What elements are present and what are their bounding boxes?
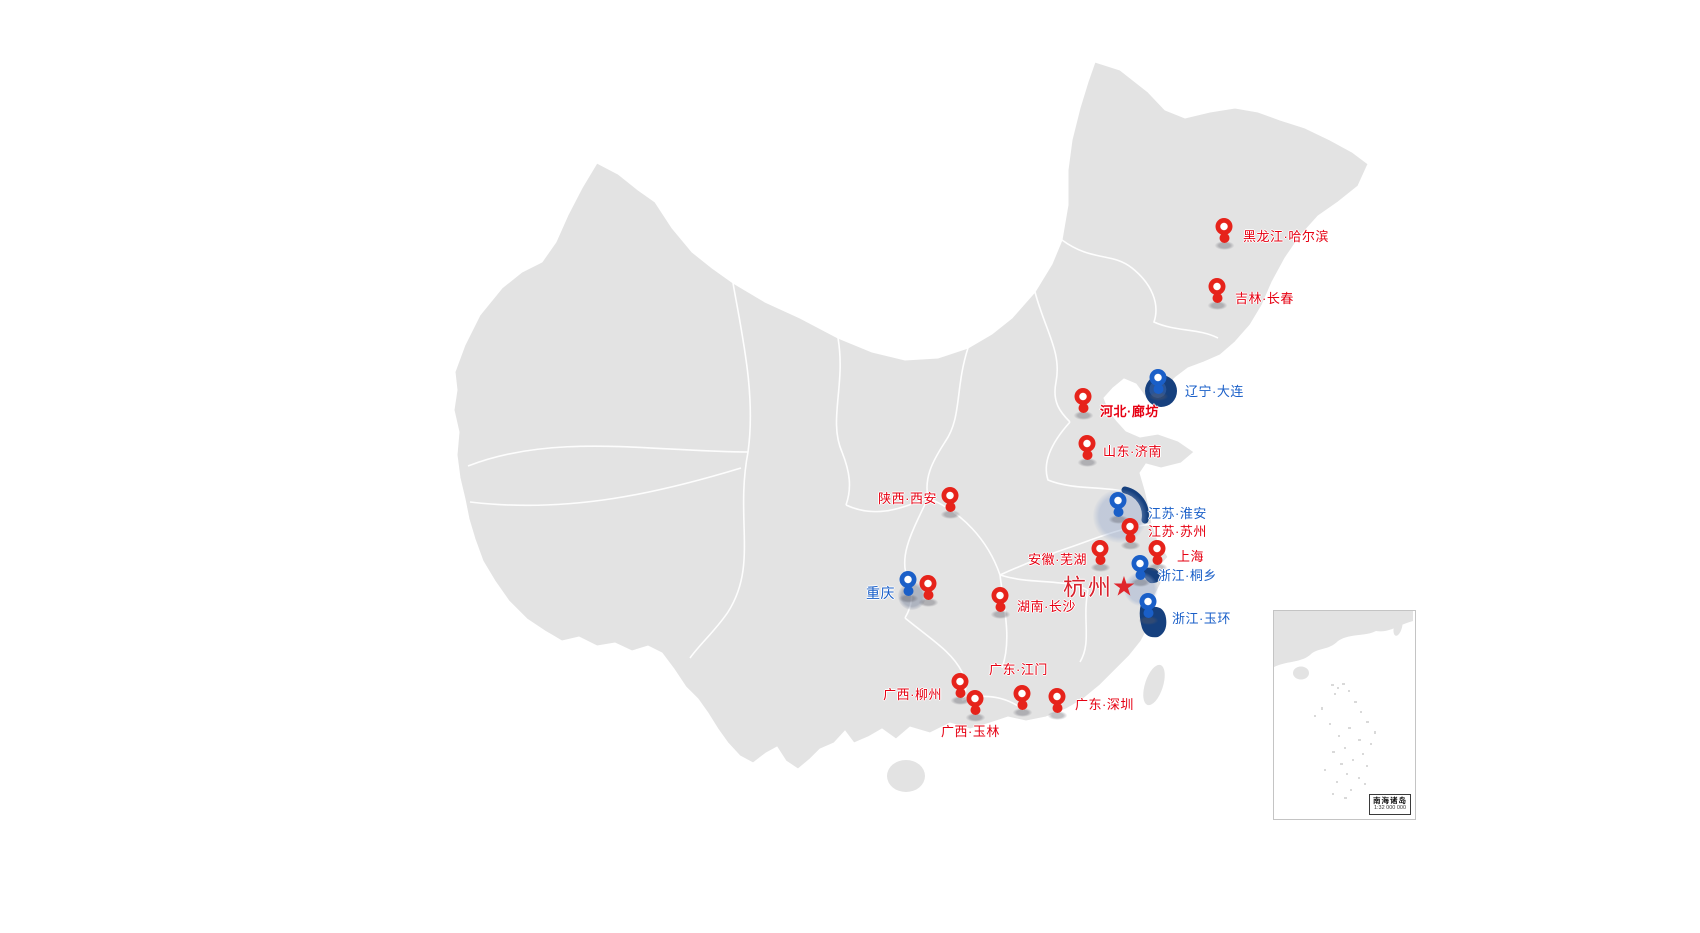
map-pin-jiangsu-huaian[interactable] [1108,492,1128,524]
pin-shadow [1147,563,1167,572]
map-pin-label-shandong-jinan: 山东·济南 [1103,444,1162,459]
taiwan-island [1143,664,1165,706]
pin-shadow [965,713,985,722]
inset-taiwan [1393,618,1403,636]
map-pin-label-zhejiang-tongxiang: 浙江·桐乡 [1158,568,1217,583]
pin-shadow [940,510,960,519]
pin-shadow [1214,241,1234,250]
map-pin-chongqing[interactable] [898,571,918,603]
pin-shadow [1148,392,1168,401]
map-pin-label-zhejiang-yuhuan: 浙江·玉环 [1172,611,1231,626]
map-pin-jiangsu-suzhou[interactable] [1120,518,1140,550]
map-pin-label-hebei-langfang: 河北·廊坊 [1100,404,1159,419]
map-pin-hebei-langfang[interactable] [1073,388,1093,420]
china-mainland-shape [453,61,1369,770]
map-pin-label-heilongjiang-haerbin: 黑龙江·哈尔滨 [1243,229,1329,244]
inset-label-box: 南海诸岛 1:32 000 000 [1369,794,1411,815]
hangzhou-label: 杭州 [1063,574,1113,600]
map-pin-label-hunan-changsha: 湖南·长沙 [1017,599,1076,614]
map-pin-chongqing-site[interactable] [918,575,938,607]
pin-shadow [1073,411,1093,420]
map-pin-guangdong-jiangmen[interactable] [1012,685,1032,717]
map-pin-guangxi-yulin[interactable] [965,690,985,722]
inset-coast [1274,611,1413,667]
map-pin-hunan-changsha[interactable] [990,587,1010,619]
map-pin-jilin-changchun[interactable] [1207,278,1227,310]
map-pin-label-chongqing: 重庆 [866,585,895,601]
pin-shadow [1108,515,1128,524]
map-pin-label-liaoning-dalian: 辽宁·大连 [1185,384,1244,399]
map-pin-anhui-wuhu[interactable] [1090,540,1110,572]
map-pin-label-shanghai: 上海 [1177,549,1205,564]
pin-shadow [950,696,970,705]
pin-shadow [1077,458,1097,467]
map-pin-guangxi-liuzhou[interactable] [950,673,970,705]
pin-shadow [1047,711,1067,720]
map-pin-guangdong-shenzhen[interactable] [1047,688,1067,720]
map-pin-shanghai[interactable] [1147,540,1167,572]
map-pin-label-shaanxi-xian: 陕西·西安 [878,491,937,506]
inset-hainan [1293,666,1309,680]
map-pin-shandong-jinan[interactable] [1077,435,1097,467]
inset-scale: 1:32 000 000 [1373,805,1407,811]
pin-shadow [1090,563,1110,572]
pin-shadow [1207,301,1227,310]
map-pin-label-jiangsu-suzhou: 江苏·苏州 [1148,524,1207,539]
map-pin-shaanxi-xian[interactable] [940,487,960,519]
map-pin-zhejiang-yuhuan[interactable] [1138,593,1158,625]
inset-islands [1314,683,1376,799]
pin-shadow [1130,578,1150,587]
map-pin-label-anhui-wuhu: 安徽·芜湖 [1028,552,1087,567]
hainan-island [887,760,925,792]
inset-title: 南海诸岛 [1373,796,1407,805]
map-pin-label-guangxi-yulin: 广西·玉林 [941,724,1000,739]
pin-shadow [1120,541,1140,550]
hangzhou-star-icon[interactable]: ★ [1111,571,1137,602]
map-pin-label-guangxi-liuzhou: 广西·柳州 [883,687,942,702]
map-pin-label-jilin-changchun: 吉林·长春 [1235,291,1294,306]
map-pin-label-jiangsu-huaian: 江苏·淮安 [1148,506,1207,521]
map-pin-heilongjiang-haerbin[interactable] [1214,218,1234,250]
map-pin-label-guangdong-jiangmen: 广东·江门 [989,662,1048,677]
south-china-sea-inset: 南海诸岛 1:32 000 000 [1273,610,1416,820]
pin-shadow [1138,616,1158,625]
map-pin-zhejiang-tongxiang[interactable] [1130,555,1150,587]
pin-shadow [990,610,1010,619]
inset-map [1274,611,1413,799]
province-borders [467,239,1219,711]
pin-shadow [898,594,918,603]
pin-shadow [1012,708,1032,717]
map-pin-label-guangdong-shenzhen: 广东·深圳 [1075,697,1134,712]
map-pin-liaoning-dalian[interactable] [1148,369,1168,401]
pin-shadow [918,598,938,607]
